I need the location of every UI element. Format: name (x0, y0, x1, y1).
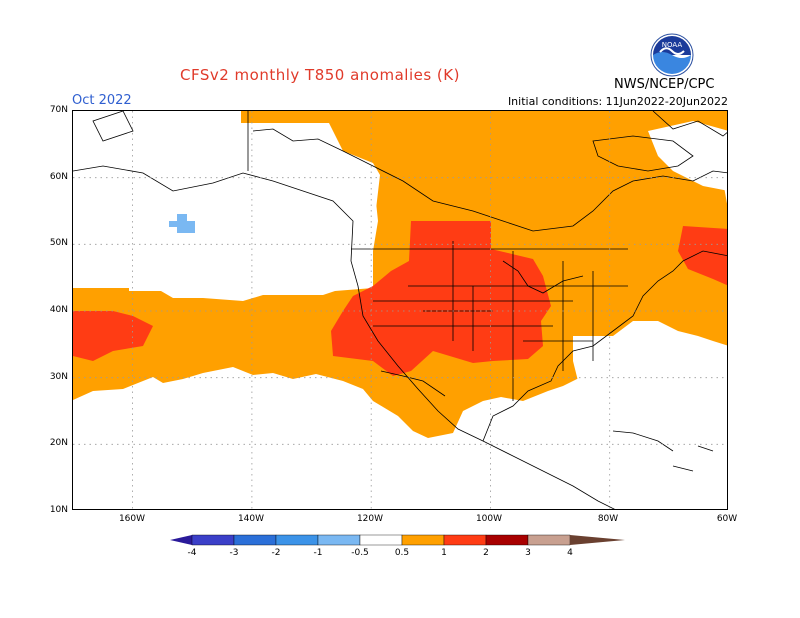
colorbar-cap-low (170, 535, 192, 545)
lon-label: 120W (356, 514, 384, 524)
lat-label: 20N (49, 438, 68, 448)
anomaly-1-2-region (73, 221, 727, 376)
noaa-logo-icon: NOAA (650, 33, 694, 77)
colorbar-swatch (485, 534, 529, 546)
graticule (73, 111, 727, 509)
lon-label: 60W (716, 514, 738, 524)
lon-label: 140W (237, 514, 265, 524)
colorbar-label: 1 (441, 548, 447, 558)
lat-label: 70N (49, 105, 68, 115)
anomaly-neg-region (169, 214, 195, 233)
colorbar-label: -2 (271, 548, 281, 558)
forecast-month: Oct 2022 (72, 93, 132, 108)
colorbar-label: -3 (229, 548, 239, 558)
lon-label: 160W (118, 514, 146, 524)
lat-label: 60N (49, 172, 68, 182)
colorbar-swatch (317, 534, 361, 546)
agency-label: NWS/NCEP/CPC (614, 77, 715, 92)
colorbar-swatch (191, 534, 235, 546)
lat-label: 10N (49, 505, 68, 515)
colorbar (170, 534, 625, 546)
lon-label: 100W (475, 514, 503, 524)
colorbar-swatch (401, 534, 445, 546)
lat-label: 40N (49, 305, 68, 315)
colorbar-label: -0.5 (351, 548, 369, 558)
lat-label: 50N (49, 238, 68, 248)
anomaly-map (72, 110, 728, 510)
lon-label: 80W (597, 514, 619, 524)
coastlines (73, 111, 727, 509)
colorbar-label: 3 (525, 548, 531, 558)
colorbar-swatch (275, 534, 319, 546)
colorbar-swatch (359, 534, 403, 546)
colorbar-swatch (527, 534, 571, 546)
lat-label: 30N (49, 372, 68, 382)
colorbar-label: -1 (313, 548, 323, 558)
colorbar-label: 2 (483, 548, 489, 558)
colorbar-swatch (233, 534, 277, 546)
colorbar-swatch (443, 534, 487, 546)
colorbar-label: -4 (187, 548, 197, 558)
colorbar-label: 4 (567, 548, 573, 558)
colorbar-label: 0.5 (394, 548, 410, 558)
map-canvas (73, 111, 727, 509)
logo-text: NOAA (662, 41, 683, 49)
initial-conditions: Initial conditions: 11Jun2022-20Jun2022 (507, 95, 728, 108)
colorbar-cap-high (570, 535, 625, 545)
map-title: CFSv2 monthly T850 anomalies (K) (180, 66, 460, 84)
